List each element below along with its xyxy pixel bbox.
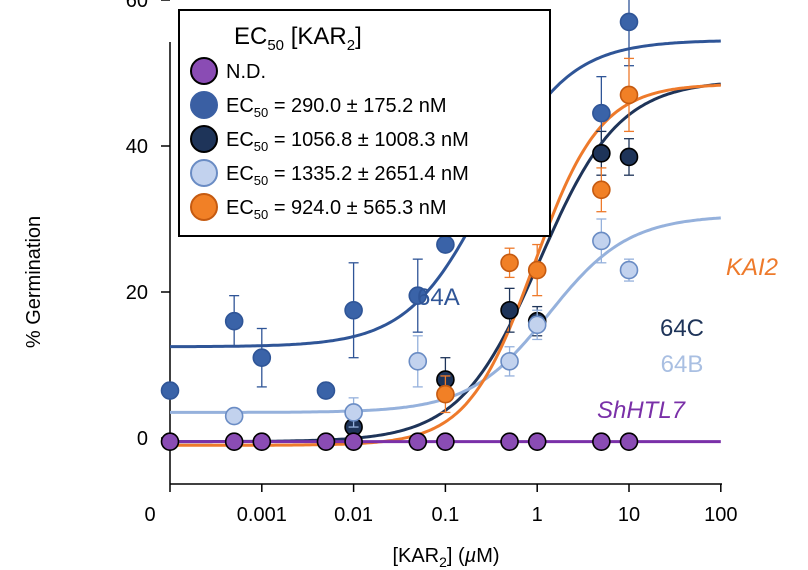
data-point-64a xyxy=(592,103,611,123)
data-point-64a xyxy=(160,381,180,400)
legend-title: EC50 [KAR2] xyxy=(234,23,362,54)
legend-entry-text: EC50 = 924.0 ± 565.3 nM xyxy=(226,197,447,222)
data-point-64b xyxy=(527,315,547,335)
data-point-kai2 xyxy=(436,384,455,404)
data-point-shhtl7 xyxy=(436,432,455,451)
data-point-64a xyxy=(436,235,455,254)
legend-marker xyxy=(190,91,218,119)
data-point-shhtl7 xyxy=(500,432,519,451)
x-tick-label: 0.1 xyxy=(431,504,459,526)
legend-marker xyxy=(190,159,218,187)
y-axis-title: % Germination xyxy=(23,216,45,348)
series-label-64b: 64B xyxy=(661,351,704,378)
x-tick-label: 0.001 xyxy=(237,504,287,526)
data-point-64b xyxy=(344,403,363,422)
data-point-shhtl7 xyxy=(224,432,244,451)
y-tick-label: 60 xyxy=(126,0,148,12)
data-point-64c xyxy=(500,300,519,320)
data-point-64b xyxy=(408,352,428,371)
data-point-64b xyxy=(619,260,639,280)
series-labels: 64A 64C 64B KAI2 ShHTL7 xyxy=(417,254,778,424)
y-tick-label: 40 xyxy=(126,136,148,158)
legend-entry-text: EC50 = 1056.8 ± 1008.3 nM xyxy=(226,129,469,154)
legend-marker xyxy=(190,193,218,221)
data-point-64a xyxy=(344,300,363,320)
data-point-64a xyxy=(316,381,336,400)
data-point-shhtl7 xyxy=(316,432,336,451)
x-tick-label: 1 xyxy=(532,504,543,526)
x-tick-label: 100 xyxy=(704,504,737,526)
legend-box xyxy=(178,9,551,237)
x-tick-label: 10 xyxy=(618,504,640,526)
x-tick-label: 0.01 xyxy=(334,504,373,526)
y-axis-ticks: 020406080100 xyxy=(126,0,170,450)
data-point-64b xyxy=(500,352,519,371)
y-tick-label: 20 xyxy=(126,282,148,304)
data-point-shhtl7 xyxy=(619,432,639,451)
data-point-64a xyxy=(619,12,639,32)
data-point-64a xyxy=(224,311,244,331)
series-label-64a: 64A xyxy=(417,284,460,311)
data-point-shhtl7 xyxy=(344,432,363,451)
data-points xyxy=(160,0,639,451)
legend-marker xyxy=(190,125,218,153)
x-tick-label: 0 xyxy=(144,504,155,526)
y-tick-label: 0 xyxy=(137,428,148,450)
legend-entries: N.D. EC50 = 290.0 ± 175.2 nM EC50 = 1056.8… xyxy=(190,57,469,222)
data-point-kai2 xyxy=(527,260,547,280)
data-point-shhtl7 xyxy=(592,432,611,451)
legend-marker xyxy=(190,57,218,85)
series-label-64c: 64C xyxy=(660,315,704,342)
data-point-kai2 xyxy=(500,253,519,273)
data-point-shhtl7 xyxy=(408,432,428,451)
legend-entry-text: EC50 = 290.0 ± 175.2 nM xyxy=(226,95,447,120)
data-point-64b xyxy=(224,406,244,426)
data-point-64b xyxy=(592,231,611,251)
series-label-kai2: KAI2 xyxy=(726,254,778,281)
data-point-64c xyxy=(619,147,639,167)
legend-entry-text: N.D. xyxy=(226,61,266,83)
x-axis-ticks: 0 0.001 0.01 0.1 1 10 100 xyxy=(144,484,737,526)
data-point-kai2 xyxy=(592,180,611,200)
data-point-kai2 xyxy=(619,85,639,105)
data-point-64a xyxy=(252,348,272,368)
data-point-shhtl7 xyxy=(527,432,547,451)
legend: EC50 [KAR2] N.D. EC50 = 290.0 ± 175.2 nM E… xyxy=(178,9,551,237)
series-label-shhtl7: ShHTL7 xyxy=(597,397,687,424)
data-point-shhtl7 xyxy=(160,432,180,451)
data-point-shhtl7 xyxy=(252,432,272,451)
data-point-64a xyxy=(408,286,428,305)
data-point-64c xyxy=(592,144,611,163)
legend-entry-text: EC50 = 1335.2 ± 2651.4 nM xyxy=(226,163,469,188)
x-axis-title: [KAR2] (µM) xyxy=(392,545,499,570)
